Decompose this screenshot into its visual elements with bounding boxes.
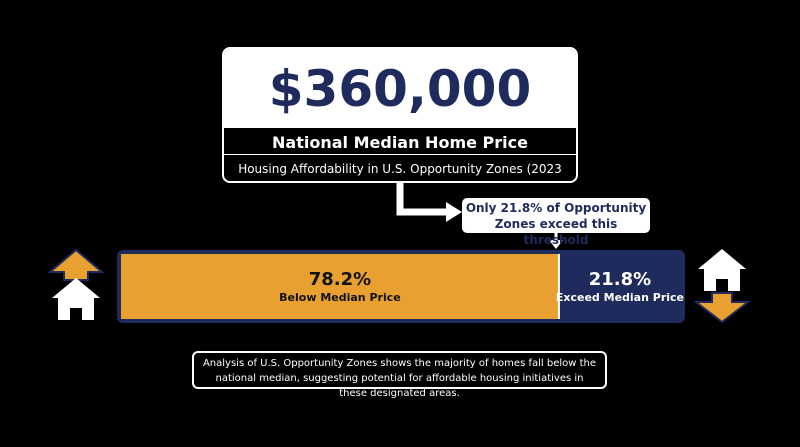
segment-label: Below Median Price bbox=[279, 291, 401, 304]
note: Analysis of U.S. Opportunity Zones shows… bbox=[192, 351, 607, 399]
annotation: Only 21.8% of Opportunity Zones exceed t… bbox=[462, 198, 650, 247]
bar-segment bbox=[121, 254, 559, 319]
headline-box: $360,000 National Median Home Price Hous… bbox=[222, 47, 578, 183]
pointer-head bbox=[549, 240, 563, 249]
headline-label: National Median Home Price bbox=[224, 126, 576, 154]
caption: Housing Affordability in U.S. Opportunit… bbox=[224, 154, 576, 181]
value-label: 21.8% bbox=[589, 269, 651, 290]
value-label: 78.2% bbox=[309, 269, 371, 290]
house-down-icon bbox=[693, 249, 751, 324]
connector-arrow bbox=[396, 183, 448, 216]
house-up-icon bbox=[47, 248, 105, 320]
headline-value: $360,000 bbox=[224, 49, 576, 126]
bar-segment bbox=[558, 254, 681, 319]
segment-label: Exceed Median Price bbox=[556, 291, 684, 304]
arrow-head bbox=[446, 202, 462, 222]
